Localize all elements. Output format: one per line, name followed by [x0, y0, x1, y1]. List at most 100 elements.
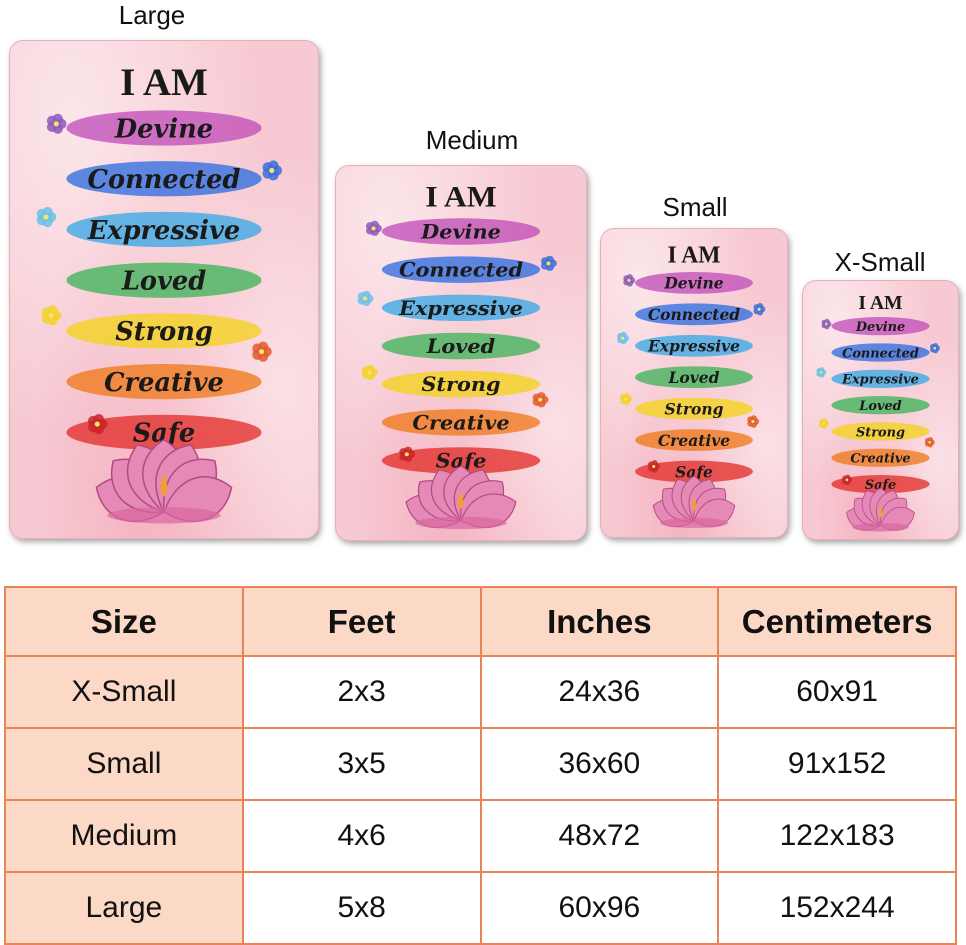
header-centimeters: Centimeters: [717, 586, 957, 657]
size-label-small: Small: [662, 192, 728, 222]
header-inches: Inches: [479, 586, 720, 657]
cell-size: Small: [4, 727, 244, 801]
chakra-color-blob: [635, 397, 753, 420]
affirmation-word: Expressive: [87, 216, 241, 246]
chakra-color-blob: [635, 460, 753, 483]
lotus-icon: [405, 465, 517, 530]
size-label-xsmall: X-Small: [834, 247, 926, 277]
chakra-color-blob: [66, 414, 262, 450]
cell-size: X-Small: [4, 655, 244, 729]
flower-icon: [818, 418, 829, 429]
flower-icon: [36, 206, 57, 228]
chakra-color-blob: [635, 366, 753, 389]
affirmation-word: Strong: [665, 399, 724, 418]
flower-icon: [41, 305, 62, 326]
flower-icon: [753, 302, 766, 316]
cell-inches: 24x36: [479, 655, 720, 729]
size-label-medium: Medium: [425, 125, 519, 155]
cell-centimeters: 122x183: [717, 799, 957, 873]
rug-small-image: I AM Devine Connected Expressive Loved Strong…: [600, 228, 788, 538]
chakra-color-blob: [831, 369, 930, 388]
size-label-large: Large: [118, 0, 186, 30]
affirmation-word: Safe: [865, 478, 896, 493]
affirmation-word: Loved: [121, 266, 206, 296]
affirmation-word: Loved: [668, 368, 720, 387]
cell-feet: 4x6: [241, 799, 482, 873]
rug-xsmall-image: I AM Devine Connected Expressive Loved Strong…: [802, 280, 959, 540]
header-size: Size: [4, 586, 244, 657]
cell-feet: 5x8: [241, 871, 482, 945]
chakra-color-blob: [381, 409, 541, 436]
chakra-color-blob: [66, 262, 262, 298]
affirmation-word: Devine: [855, 320, 905, 335]
table-row: Large 5x8 60x96 152x244: [4, 871, 957, 945]
flower-icon: [399, 446, 416, 462]
flower-icon: [816, 367, 827, 378]
affirmation-word: Creative: [850, 451, 910, 466]
flower-icon: [87, 414, 108, 435]
cell-size: Medium: [4, 799, 244, 873]
header-feet: Feet: [241, 586, 482, 657]
cell-centimeters: 60x91: [717, 655, 957, 729]
chakra-color-blob: [831, 448, 930, 467]
flower-icon: [842, 474, 853, 486]
affirmation-word: Devine: [663, 273, 723, 292]
flower-icon: [357, 290, 374, 307]
table-row: X-Small 2x3 24x36 60x91: [4, 655, 957, 729]
lotus-icon: [95, 438, 233, 524]
affirmation-word: Connected: [399, 258, 523, 281]
affirmation-word: Connected: [88, 165, 241, 195]
rug-title: I AM: [425, 180, 496, 213]
affirmation-word: Connected: [648, 305, 740, 324]
rug-artwork: I AM Devine Connected Expressive Loved Strong…: [357, 180, 557, 530]
affirmation-word: Strong: [421, 373, 500, 396]
affirmation-word: Strong: [115, 317, 213, 347]
affirmation-word: Creative: [104, 368, 224, 398]
chakra-color-blob: [381, 218, 541, 245]
flower-icon: [532, 392, 549, 408]
flower-icon: [361, 364, 378, 381]
rug-artwork: I AM Devine Connected Expressive Loved Strong…: [617, 242, 766, 529]
table-row: Medium 4x6 48x72 122x183: [4, 799, 957, 873]
flower-icon: [252, 341, 272, 362]
affirmation-word: Expressive: [647, 336, 740, 355]
cell-feet: 3x5: [241, 727, 482, 801]
lotus-icon: [846, 487, 915, 532]
flower-icon: [648, 460, 660, 473]
affirmation-word: Creative: [412, 411, 509, 434]
chakra-color-blob: [831, 475, 930, 494]
cell-inches: 48x72: [479, 799, 720, 873]
flower-icon: [924, 437, 935, 448]
flower-icon: [540, 255, 557, 271]
flower-icon: [46, 113, 67, 134]
rug-artwork: I AM Devine Connected Expressive Loved Strong…: [36, 61, 283, 524]
chakra-color-blob: [635, 429, 753, 452]
cell-feet: 2x3: [241, 655, 482, 729]
cell-inches: 60x96: [479, 871, 720, 945]
chakra-color-blob: [831, 317, 930, 336]
cell-size: Large: [4, 871, 244, 945]
flower-icon: [617, 331, 629, 345]
flower-icon: [930, 342, 940, 354]
chakra-color-blob: [66, 161, 262, 197]
lotus-icon: [652, 475, 736, 529]
flower-icon: [623, 274, 636, 287]
rug-title: I AM: [120, 61, 208, 104]
affirmation-word: Strong: [856, 425, 905, 440]
affirmation-word: Expressive: [841, 372, 919, 387]
flower-icon: [747, 415, 760, 428]
table-header-row: Size Feet Inches Centimeters: [4, 586, 957, 657]
affirmation-word: Loved: [858, 399, 901, 414]
flower-icon: [821, 318, 832, 330]
table-row: Small 3x5 36x60 91x152: [4, 727, 957, 801]
rug-large-image: I AM Devine Connected Expressive Loved Strong…: [9, 40, 319, 539]
chakra-color-blob: [831, 343, 930, 362]
flower-icon: [262, 160, 283, 181]
chakra-color-blob: [381, 370, 541, 398]
rug-title: I AM: [858, 292, 902, 314]
chakra-color-blob: [635, 334, 753, 357]
affirmation-word: Connected: [842, 346, 919, 361]
chakra-color-blob: [66, 110, 262, 146]
flower-icon: [620, 392, 632, 406]
cell-inches: 36x60: [479, 727, 720, 801]
